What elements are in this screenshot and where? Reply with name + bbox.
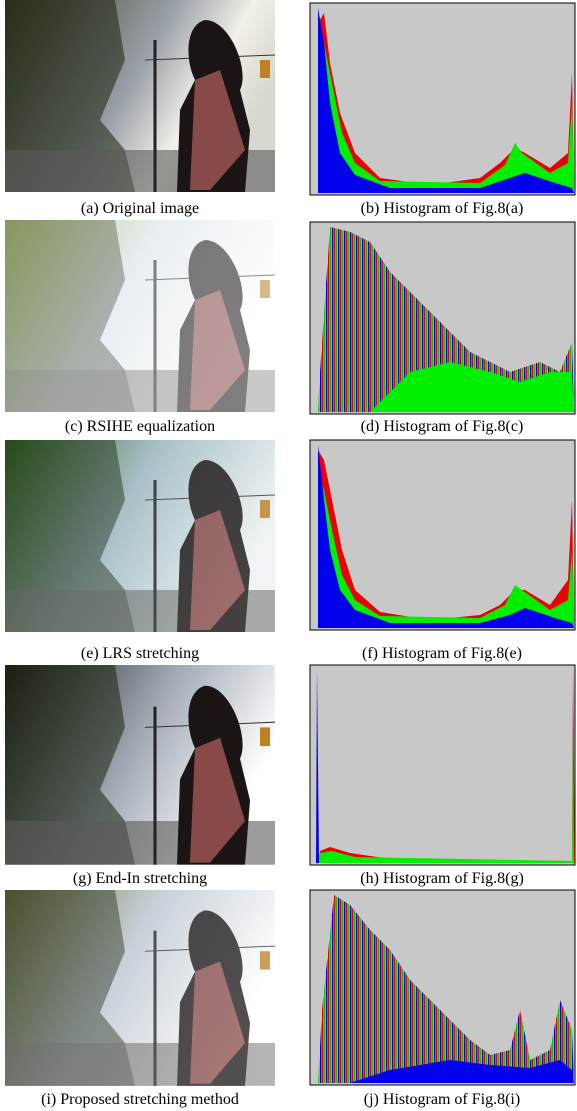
histogram xyxy=(310,222,575,414)
histogram xyxy=(310,3,575,195)
photo xyxy=(5,890,275,1086)
figure: (a) Original image (b) Histogram of Fig.… xyxy=(0,0,577,1111)
caption: (h) Histogram of Fig.8(g) xyxy=(360,870,524,887)
histogram xyxy=(310,890,575,1085)
caption: (j) Histogram of Fig.8(i) xyxy=(364,1091,520,1108)
caption: (b) Histogram of Fig.8(a) xyxy=(361,200,524,217)
caption: (i) Proposed stretching method xyxy=(41,1091,239,1108)
caption: (c) RSIHE equalization xyxy=(65,418,215,435)
caption: (a) Original image xyxy=(81,200,199,217)
photo xyxy=(5,440,275,632)
histogram xyxy=(310,665,575,865)
caption: (e) LRS stretching xyxy=(81,645,199,662)
photo xyxy=(5,220,275,412)
histogram xyxy=(310,440,575,630)
photo xyxy=(5,665,275,865)
caption: (f) Histogram of Fig.8(e) xyxy=(362,645,522,662)
photo xyxy=(5,0,275,192)
caption: (d) Histogram of Fig.8(c) xyxy=(361,418,524,435)
caption: (g) End-In stretching xyxy=(73,870,207,887)
